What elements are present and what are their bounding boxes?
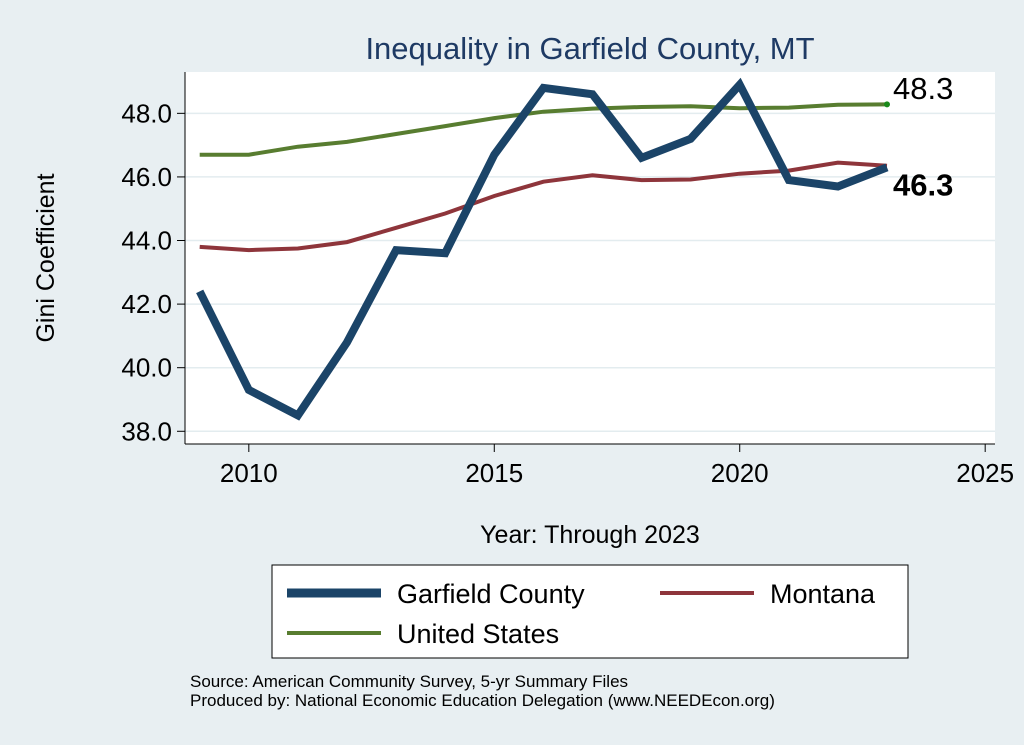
x-ticks: 2010 2015 2020 2025 bbox=[220, 444, 1014, 488]
y-tick-label: 48.0 bbox=[121, 98, 172, 128]
series-line-garfield-county bbox=[196, 77, 889, 421]
series-lines bbox=[196, 77, 889, 421]
y-ticks: 38.0 40.0 42.0 44.0 46.0 48.0 bbox=[121, 98, 185, 446]
producer-line: Produced by: National Economic Education… bbox=[190, 691, 775, 710]
annotation-label: 46.3 bbox=[893, 167, 953, 202]
line-chart: 38.0 40.0 42.0 44.0 46.0 48.0 2010 2015 2020 202… bbox=[32, 31, 1014, 659]
us-end-marker bbox=[884, 101, 890, 108]
legend-label-garfield: Garfield County bbox=[397, 579, 585, 609]
end-annotations: 48.3 46.3 bbox=[884, 71, 953, 202]
source-notes: Source: American Community Survey, 5-yr … bbox=[190, 672, 775, 710]
y-tick-label: 44.0 bbox=[121, 226, 172, 256]
legend-label-united-states: United States bbox=[397, 619, 559, 649]
x-tick-label: 2020 bbox=[711, 458, 769, 488]
x-tick-label: 2015 bbox=[465, 458, 523, 488]
x-tick-label: 2025 bbox=[956, 458, 1014, 488]
series-line-montana bbox=[199, 160, 888, 253]
y-axis-label: Gini Coefficient bbox=[32, 173, 60, 342]
y-tick-label: 42.0 bbox=[121, 289, 172, 319]
y-tick-label: 40.0 bbox=[121, 353, 172, 383]
y-tick-label: 38.0 bbox=[121, 416, 172, 446]
x-axis-label: Year: Through 2023 bbox=[480, 521, 700, 549]
legend-box bbox=[271, 564, 909, 659]
x-tick-label: 2010 bbox=[220, 458, 278, 488]
chart-title: Inequality in Garfield County, MT bbox=[365, 31, 814, 66]
legend-label-montana: Montana bbox=[770, 579, 876, 609]
plot-background bbox=[185, 72, 995, 444]
legend: Garfield County Montana United States bbox=[271, 564, 909, 659]
annotation-label: 48.3 bbox=[893, 71, 953, 106]
y-tick-label: 46.0 bbox=[121, 162, 172, 192]
source-line: Source: American Community Survey, 5-yr … bbox=[190, 672, 629, 691]
axes bbox=[184, 72, 995, 445]
series-line-united-states bbox=[199, 102, 888, 157]
plot-area bbox=[185, 72, 995, 444]
